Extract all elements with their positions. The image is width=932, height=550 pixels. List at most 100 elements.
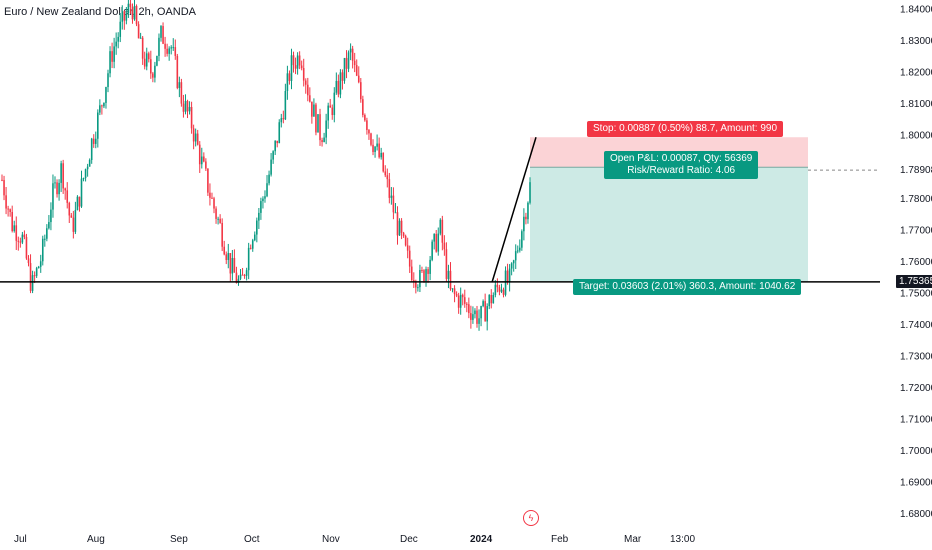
candle-body xyxy=(31,275,34,291)
candle-body xyxy=(135,5,138,25)
candle-body xyxy=(147,53,150,60)
candle-body xyxy=(141,37,144,59)
candle-body xyxy=(337,80,340,95)
candle-body xyxy=(213,198,215,209)
candle-body xyxy=(494,284,497,296)
candle-body xyxy=(445,249,448,279)
price-tick-label: 1.72000 xyxy=(900,383,932,394)
candle-body xyxy=(207,168,209,193)
lightning-icon[interactable]: ϟ xyxy=(523,510,539,526)
price-tick-label: 1.71000 xyxy=(900,415,932,426)
price-tick-label: 1.69000 xyxy=(900,478,932,489)
candle-body xyxy=(105,87,107,103)
candle-body xyxy=(13,225,16,231)
candle-body xyxy=(276,140,279,144)
time-tick-label: Nov xyxy=(322,534,340,545)
candle-body xyxy=(394,212,397,214)
candle-body xyxy=(233,258,236,273)
price-tick-label: 1.82000 xyxy=(900,68,932,79)
candle-body xyxy=(17,240,20,242)
target-zone xyxy=(530,167,808,282)
candle-body xyxy=(404,235,407,246)
price-tick-label: 1.78908 xyxy=(900,165,932,176)
candle-body xyxy=(313,104,315,117)
candle-body xyxy=(19,241,22,243)
candle-body xyxy=(417,287,419,289)
candle-body xyxy=(472,314,474,320)
trend-line xyxy=(491,137,537,283)
time-tick-label: Sep xyxy=(170,534,188,545)
candle-body xyxy=(512,260,515,264)
candle-body xyxy=(357,75,360,83)
candle-body xyxy=(127,3,130,14)
risk-reward-text: Risk/Reward Ratio: 4.06 xyxy=(627,165,736,176)
open-pnl-label[interactable]: Open P&L: 0.00087, Qty: 56369 Risk/Rewar… xyxy=(604,151,759,179)
candle-body xyxy=(60,163,62,183)
candle-body xyxy=(223,246,226,255)
candle-body xyxy=(412,280,415,282)
candle-body xyxy=(194,133,197,142)
candle-body xyxy=(145,53,148,67)
price-tick-label: 1.74000 xyxy=(900,320,932,331)
candle-body xyxy=(227,253,230,260)
candle-body xyxy=(188,106,191,112)
candle-body xyxy=(215,208,217,219)
candle-body xyxy=(119,21,122,37)
candle-body xyxy=(33,275,36,277)
target-label[interactable]: Target: 0.03603 (2.01%) 360.3, Amount: 1… xyxy=(573,279,802,295)
candle-body xyxy=(229,253,232,274)
candle-body xyxy=(400,220,403,233)
candle-body xyxy=(378,143,380,158)
candle-body xyxy=(455,294,458,296)
candle-body xyxy=(5,195,7,209)
candle-body xyxy=(327,105,329,121)
candle-body xyxy=(237,278,240,284)
time-tick-label: Mar xyxy=(624,534,642,545)
candle-body xyxy=(343,57,346,81)
candle-body xyxy=(152,73,154,78)
time-axis: Jul Aug Sep Oct Nov Dec 2024 Feb Mar 13:00 xyxy=(14,534,695,545)
candle-body xyxy=(88,160,91,167)
candle-body xyxy=(386,175,389,180)
candle-body xyxy=(125,13,128,21)
candle-body xyxy=(496,284,499,288)
candle-body xyxy=(9,209,11,212)
candle-body xyxy=(50,209,52,223)
candle-body xyxy=(443,242,446,250)
candle-body xyxy=(284,90,287,120)
candle-body xyxy=(115,41,117,47)
candle-body xyxy=(362,99,364,115)
candle-body xyxy=(101,105,103,107)
candle-body xyxy=(78,196,81,207)
candle-body xyxy=(421,270,423,272)
candle-body xyxy=(225,254,228,260)
candle-body xyxy=(168,48,170,54)
candle-body xyxy=(180,82,183,104)
candle-body xyxy=(384,171,387,176)
candle-body xyxy=(160,26,162,38)
candle-body xyxy=(506,270,509,283)
candle-body xyxy=(219,218,221,223)
candle-body xyxy=(190,106,193,129)
candle-body xyxy=(62,163,64,189)
candle-body xyxy=(300,65,303,69)
candle-body xyxy=(21,234,24,243)
candle-body xyxy=(390,195,393,198)
candle-body xyxy=(315,104,317,133)
candle-body xyxy=(217,218,219,220)
candle-body xyxy=(268,174,270,184)
price-tick-label: 1.84000 xyxy=(900,4,932,15)
position-zones xyxy=(530,137,880,282)
candle-body xyxy=(272,151,274,160)
stop-label[interactable]: Stop: 0.00887 (0.50%) 88.7, Amount: 990 xyxy=(587,121,784,137)
candle-body xyxy=(82,178,85,180)
candle-body xyxy=(504,270,507,295)
candle-body xyxy=(319,114,321,141)
candle-body xyxy=(129,3,132,7)
candle-body xyxy=(262,198,264,202)
candle-body xyxy=(256,220,258,235)
candle-body xyxy=(37,266,40,269)
candle-body xyxy=(23,234,26,238)
price-tick-label: 1.70000 xyxy=(900,446,932,457)
